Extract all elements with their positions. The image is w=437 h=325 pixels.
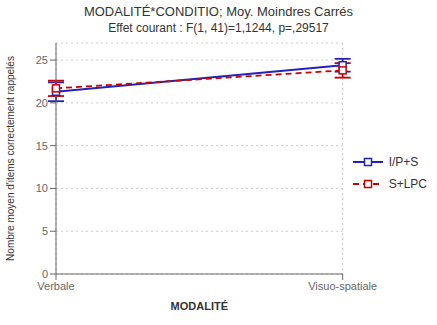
svg-text:Verbale: Verbale	[37, 280, 74, 292]
html-text:MODALITÉ*CONDITIO; Moy. Moindr: MODALITÉ*CONDITIO; Moy. Moindres Carrés	[83, 4, 354, 19]
svg-text:5: 5	[42, 225, 48, 237]
svg-text:0: 0	[42, 268, 48, 280]
svg-text:15: 15	[36, 140, 48, 152]
html-text:Effet courant : F(1, 41)=1,124: Effet courant : F(1, 41)=1,1244, p=,2951…	[108, 21, 329, 35]
html-text:I/P+S: I/P+S	[388, 154, 419, 169]
svg-text:10: 10	[36, 182, 48, 194]
svg-text:20: 20	[36, 97, 48, 109]
svg-text:Nombre moyen d'items correctem: Nombre moyen d'items correctement rappel…	[8, 56, 16, 261]
html-text:S+LPC: S+LPC	[388, 176, 427, 191]
svg-text:25: 25	[36, 54, 48, 66]
svg-text:Visuo-spatiale: Visuo-spatiale	[308, 280, 377, 292]
svg-text:MODALITÉ: MODALITÉ	[171, 300, 228, 312]
